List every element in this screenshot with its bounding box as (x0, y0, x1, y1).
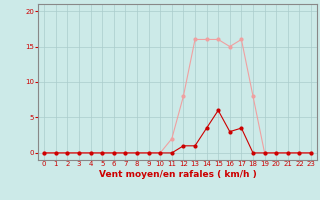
X-axis label: Vent moyen/en rafales ( km/h ): Vent moyen/en rafales ( km/h ) (99, 170, 256, 179)
